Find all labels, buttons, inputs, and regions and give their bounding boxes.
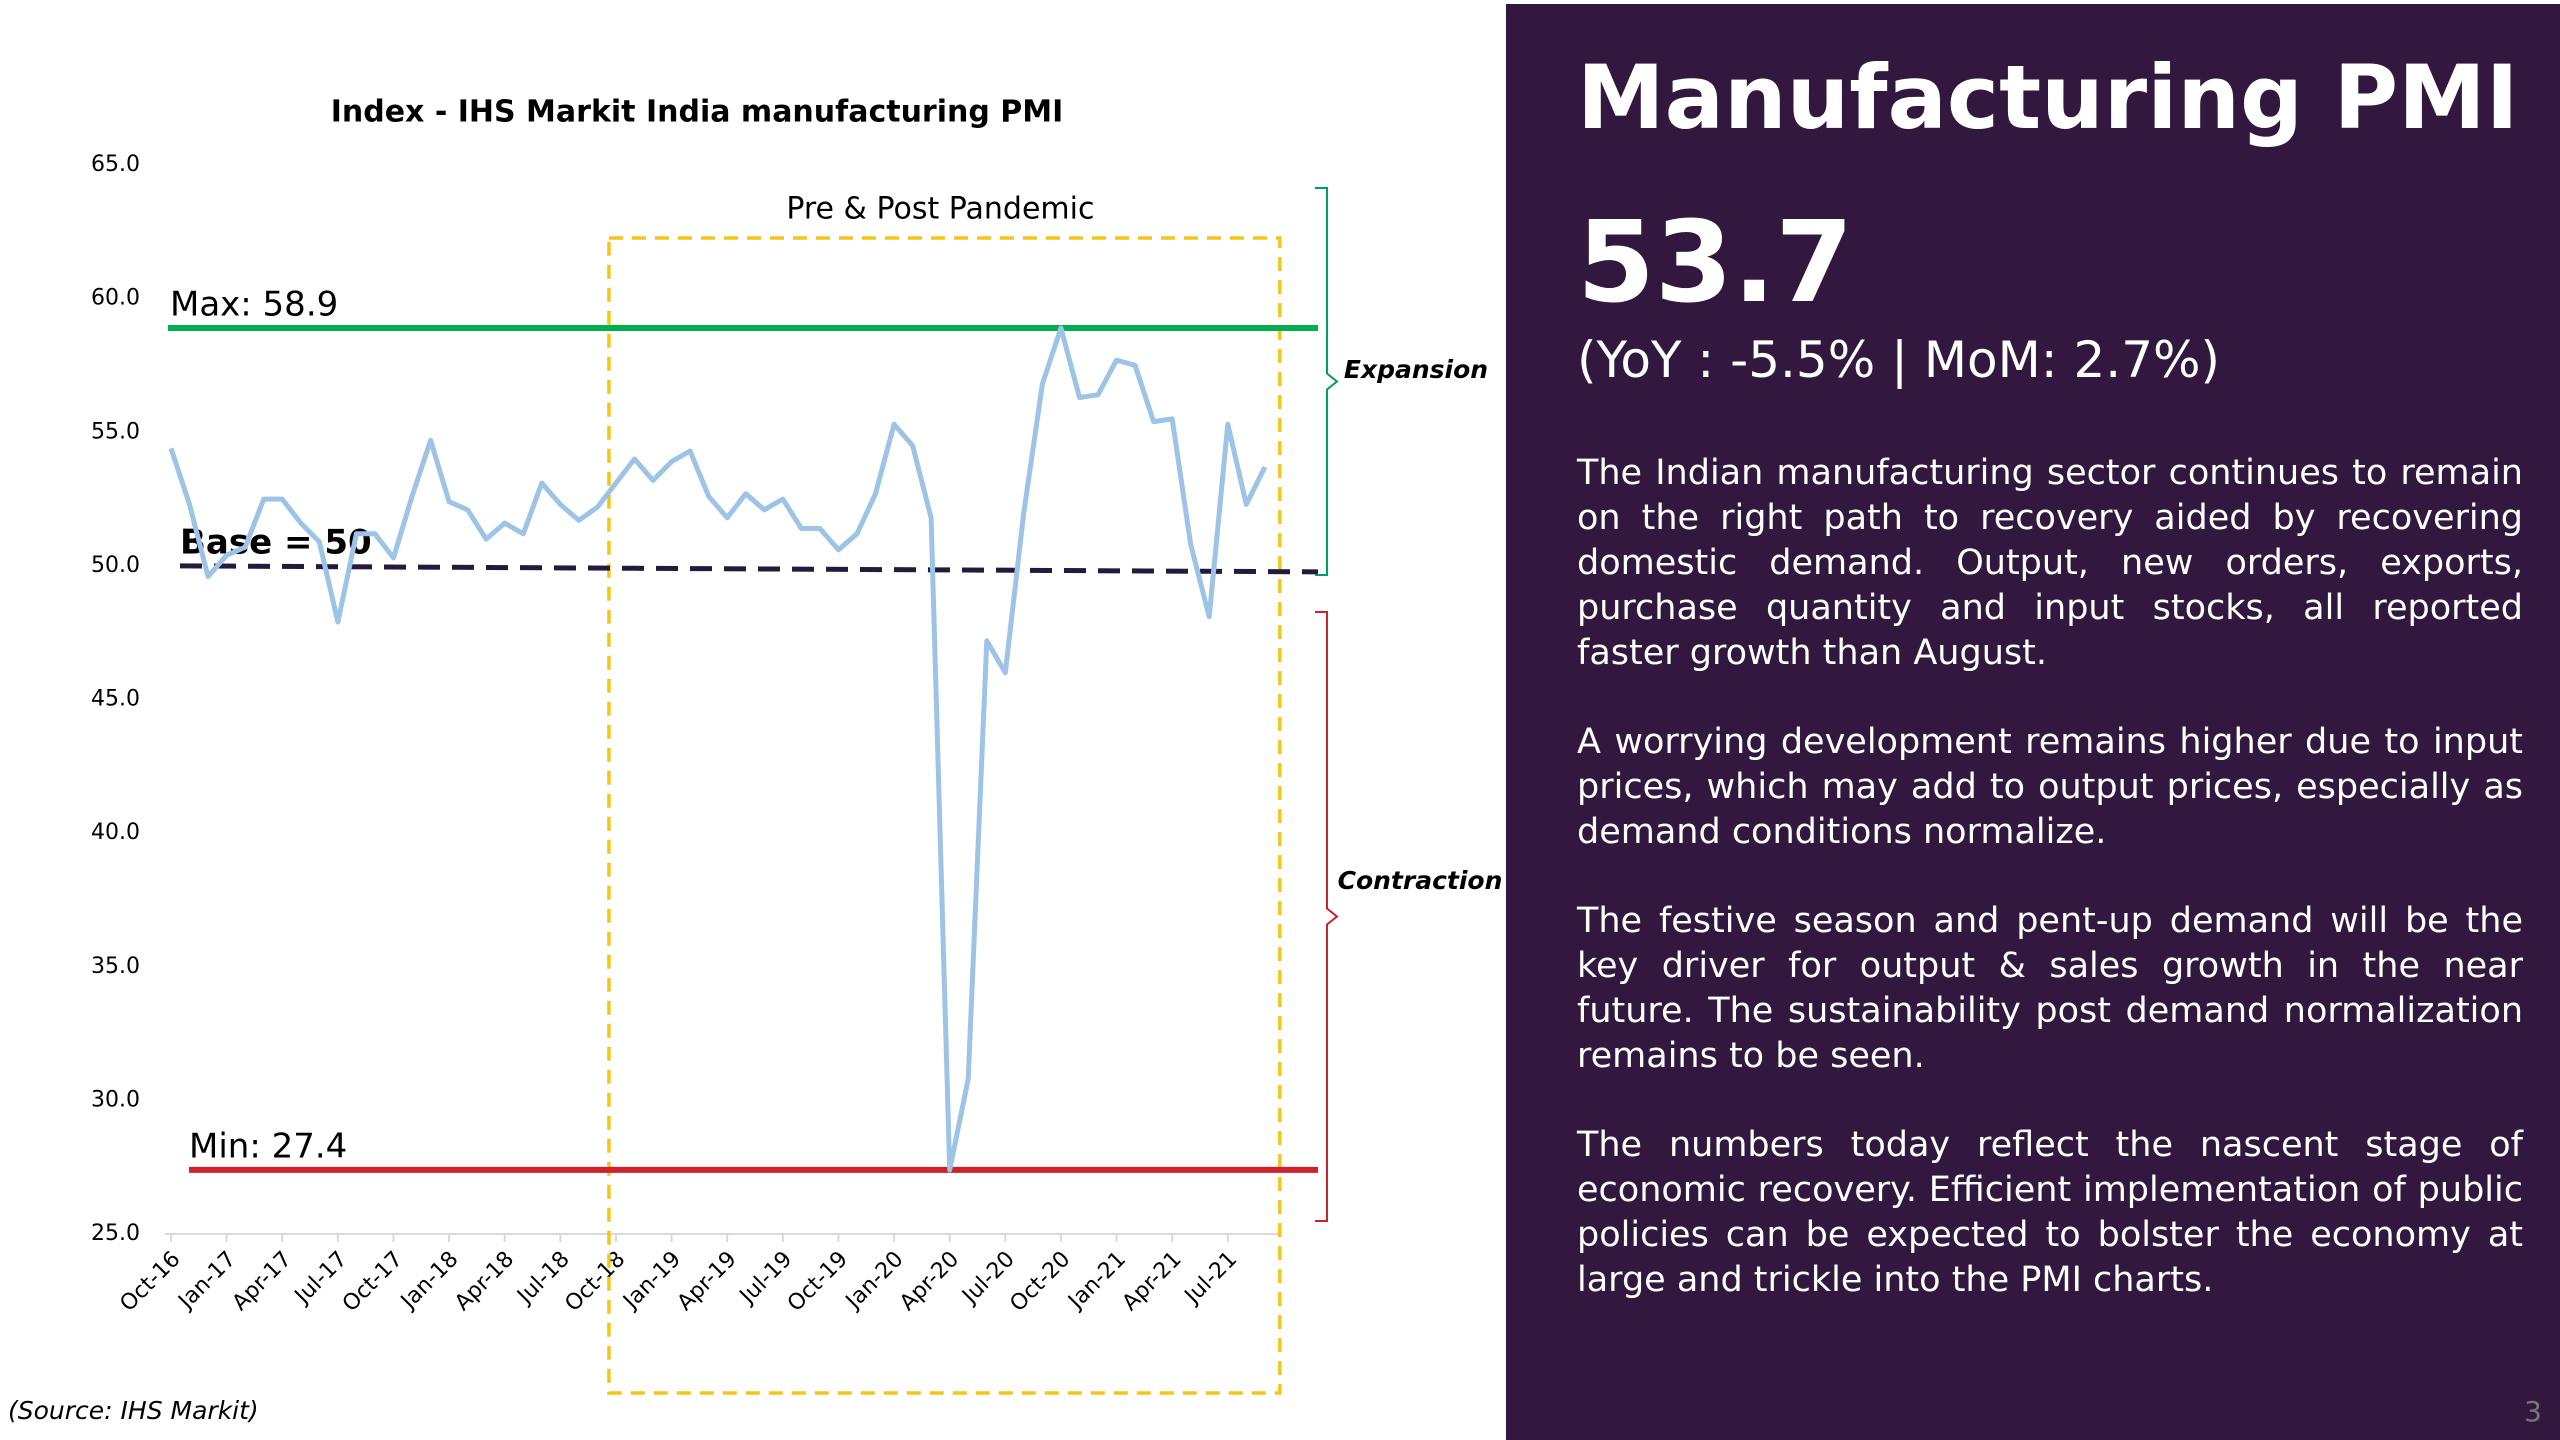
y-tick-label: 60.0 — [91, 286, 140, 311]
change-text: (YoY : -5.5% | MoM: 2.7%) — [1577, 331, 2221, 389]
y-tick-label: 50.0 — [91, 553, 140, 578]
page-number: 3 — [2524, 1395, 2542, 1428]
highlight-label: Pre & Post Pandemic — [786, 192, 1094, 227]
data-line — [168, 325, 1268, 1173]
y-tick-label: 65.0 — [91, 152, 140, 177]
chart-title: Index - IHS Markit India manufacturing P… — [331, 95, 1064, 130]
x-tick-label: Apr-20 — [895, 1247, 964, 1316]
paragraph: A worrying development remains higher du… — [1577, 722, 2523, 852]
zone-label: Contraction — [1338, 866, 1503, 895]
zone-bracket — [1315, 187, 1339, 576]
paragraph: The Indian manufacturing sector continue… — [1577, 453, 2523, 673]
source-note: (Source: IHS Markit) — [8, 1396, 259, 1425]
x-tick-label: Jan-20 — [840, 1247, 908, 1315]
x-tick-label: Jan-19 — [618, 1247, 686, 1315]
y-tick-label: 40.0 — [91, 820, 140, 845]
headline-value: 53.7 — [1577, 198, 1854, 328]
paragraph: The festive season and pent-up demand wi… — [1577, 901, 2523, 1076]
x-tick-label: Oct-20 — [1005, 1247, 1075, 1317]
chart: Index - IHS Markit India manufacturing P… — [8, 95, 1503, 1426]
x-tick-label: Oct-17 — [338, 1247, 408, 1317]
panel-title: Manufacturing PMI — [1577, 46, 2519, 149]
y-tick-label: 30.0 — [91, 1087, 140, 1112]
x-tick-label: Apr-21 — [1118, 1247, 1187, 1316]
x-tick-label: Jan-17 — [173, 1247, 241, 1315]
y-tick-label: 55.0 — [91, 419, 140, 444]
y-tick-label: 35.0 — [91, 954, 140, 979]
x-tick-label: Jan-18 — [395, 1247, 463, 1315]
y-tick-label: 25.0 — [91, 1221, 140, 1246]
x-tick-label: Apr-18 — [450, 1247, 519, 1316]
x-tick-label: Oct-18 — [560, 1247, 630, 1317]
zone-bracket — [1315, 611, 1339, 1222]
reference-label: Min: 27.4 — [189, 1126, 347, 1166]
reference-label: Max: 58.9 — [170, 285, 338, 325]
reference-label: Base = 50 — [180, 522, 372, 562]
x-tick-label: Jul-21 — [1179, 1247, 1242, 1310]
x-tick-label: Apr-17 — [228, 1247, 297, 1316]
y-tick-label: 45.0 — [91, 687, 140, 712]
summary-panel: Manufacturing PMI 53.7 (YoY : -5.5% | Mo… — [1506, 4, 2560, 1440]
highlight-box — [607, 236, 1282, 1395]
x-tick-label: Oct-16 — [115, 1247, 185, 1317]
x-tick-label: Jan-21 — [1063, 1247, 1131, 1315]
paragraph: The numbers today reflect the nascent st… — [1577, 1125, 2523, 1300]
x-tick-label: Oct-19 — [783, 1247, 853, 1317]
zone-label: Expansion — [1344, 355, 1488, 384]
reference-line — [179, 563, 1319, 575]
x-tick-label: Apr-19 — [673, 1247, 742, 1316]
